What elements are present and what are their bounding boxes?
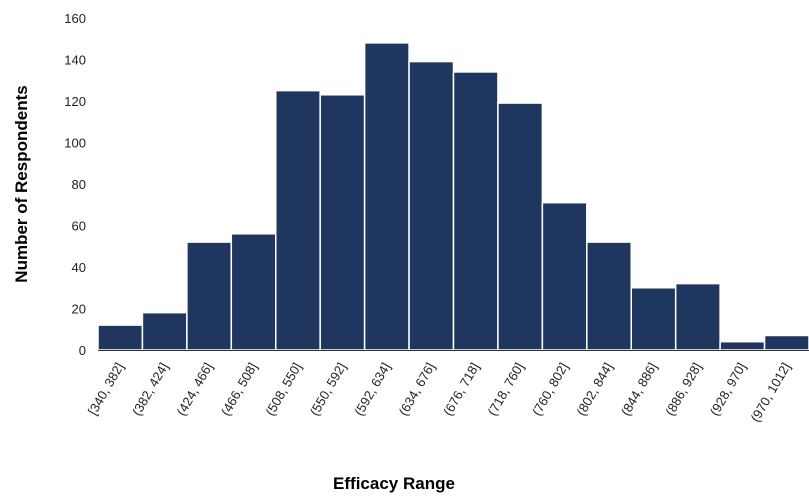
bar [141,311,188,351]
bar [408,60,455,351]
x-tick-label: (424, 466] [173,360,215,418]
x-tick-label: (802, 844] [573,360,615,418]
x-tick-label: (592, 634] [351,360,393,418]
x-tick-label: (508, 550] [262,360,304,418]
x-tick-label: (760, 802] [529,360,571,418]
bar [541,201,588,351]
x-tick-label: (382, 424] [129,360,171,418]
bar [630,287,677,351]
x-tick-label: [340, 382] [85,360,127,418]
x-axis-title: Efficacy Range [333,474,455,493]
bar [230,233,277,351]
y-tick-label: 80 [72,177,86,192]
bar [319,94,366,351]
bar [186,241,233,351]
y-tick-label: 40 [72,260,86,275]
y-tick-label: 60 [72,219,86,234]
y-tick-label: 120 [64,94,86,109]
y-tick-label: 100 [64,136,86,151]
bar [275,89,321,351]
x-tick-label: (466, 508] [218,360,260,418]
y-axis-title: Number of Respondents [12,85,31,282]
x-axis-ticks: [340, 382] (382, 424] (424, 466] (466, 508]… [85,360,793,424]
x-tick-label: (928, 970] [707,360,749,418]
y-tick-label: 140 [64,53,86,68]
bar [763,334,809,351]
bars-group [97,42,809,351]
bar [719,340,766,351]
bar [586,241,632,351]
bar [674,282,721,351]
bar [97,324,144,351]
bar [452,71,499,351]
bar [363,42,410,351]
x-tick-label: (550, 592] [307,360,349,418]
y-tick-label: 20 [72,302,86,317]
y-axis-ticks: 0 20 40 60 80 100 120 140 160 [64,11,86,358]
x-tick-label: (844, 886] [618,360,660,418]
y-tick-label: 160 [64,11,86,26]
x-tick-label: (718, 760] [484,360,526,418]
y-tick-label: 0 [79,343,86,358]
x-tick-label: (970, 1012] [747,360,793,424]
x-tick-label: (634, 676] [396,360,438,418]
bar [497,102,544,351]
x-tick-label: (886, 928] [662,360,704,418]
x-tick-label: (676, 718] [440,360,482,418]
